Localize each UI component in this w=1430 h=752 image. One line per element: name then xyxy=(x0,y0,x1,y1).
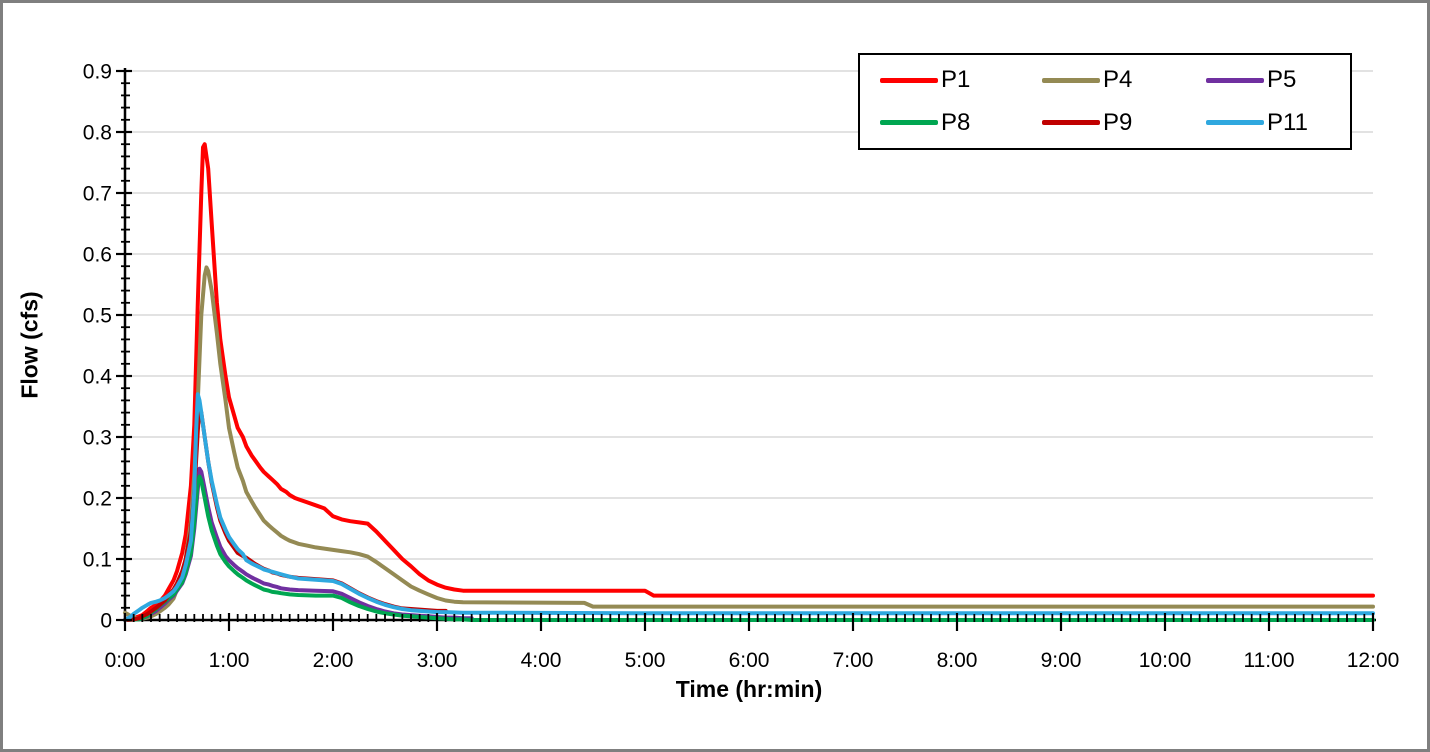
legend-label-p1: P1 xyxy=(941,66,971,94)
legend-swatch-p4 xyxy=(1042,77,1100,83)
series-line-P4 xyxy=(123,265,1375,621)
legend-label-p4: P4 xyxy=(1103,66,1133,94)
y-tick-label: 0.2 xyxy=(83,488,112,511)
legend-label-p5: P5 xyxy=(1267,66,1297,94)
y-axis-title: Flow (cfs) xyxy=(16,291,43,399)
legend-item-p9: P9 xyxy=(1042,108,1206,136)
legend-swatch-p1 xyxy=(880,77,938,83)
x-tick-label: 5:00 xyxy=(625,649,666,672)
legend-swatch-p8 xyxy=(880,120,938,126)
y-tick-label: 0.4 xyxy=(83,366,113,389)
legend-item-p5: P5 xyxy=(1206,68,1346,92)
y-tick-label: 0.9 xyxy=(83,61,112,84)
legend-label-p9: P9 xyxy=(1103,108,1133,136)
series-line-P11 xyxy=(123,392,1375,622)
legend-swatch-p9 xyxy=(1042,120,1100,126)
y-tick-label: 0.7 xyxy=(83,183,112,206)
y-tick-label: 0.3 xyxy=(83,427,112,450)
x-tick-label: 7:00 xyxy=(833,649,874,672)
y-tick-label: 0.8 xyxy=(83,122,112,145)
y-tick-label: 0.1 xyxy=(83,549,112,572)
y-tick-label: 0 xyxy=(100,610,112,633)
legend-item-p1: P1 xyxy=(880,68,1042,92)
y-tick-label: 0.6 xyxy=(83,244,112,267)
x-tick-label: 1:00 xyxy=(209,649,250,672)
x-tick-label: 2:00 xyxy=(313,649,354,672)
legend: P1 P4 P5 P8 P9 P11 xyxy=(858,53,1352,150)
x-tick-label: 12:00 xyxy=(1347,649,1400,672)
x-tick-label: 3:00 xyxy=(417,649,458,672)
legend-label-p11: P11 xyxy=(1267,108,1308,136)
legend-item-p4: P4 xyxy=(1042,68,1206,92)
legend-swatch-p11 xyxy=(1206,120,1264,126)
x-tick-label: 6:00 xyxy=(729,649,770,672)
series-line-P1 xyxy=(123,142,1375,622)
legend-item-p8: P8 xyxy=(880,108,1042,136)
legend-swatch-p5 xyxy=(1206,77,1264,83)
x-tick-label: 11:00 xyxy=(1244,649,1295,672)
legend-item-p11: P11 xyxy=(1206,108,1346,136)
y-tick-label: 0.5 xyxy=(83,305,112,328)
x-tick-label: 10:00 xyxy=(1139,649,1192,672)
x-tick-label: 9:00 xyxy=(1041,649,1082,672)
x-axis-title: Time (hr:min) xyxy=(675,676,823,702)
x-tick-label: 4:00 xyxy=(521,649,562,672)
x-tick-label: 0:00 xyxy=(105,649,146,672)
x-tick-label: 8:00 xyxy=(937,649,978,672)
legend-label-p8: P8 xyxy=(941,108,971,136)
